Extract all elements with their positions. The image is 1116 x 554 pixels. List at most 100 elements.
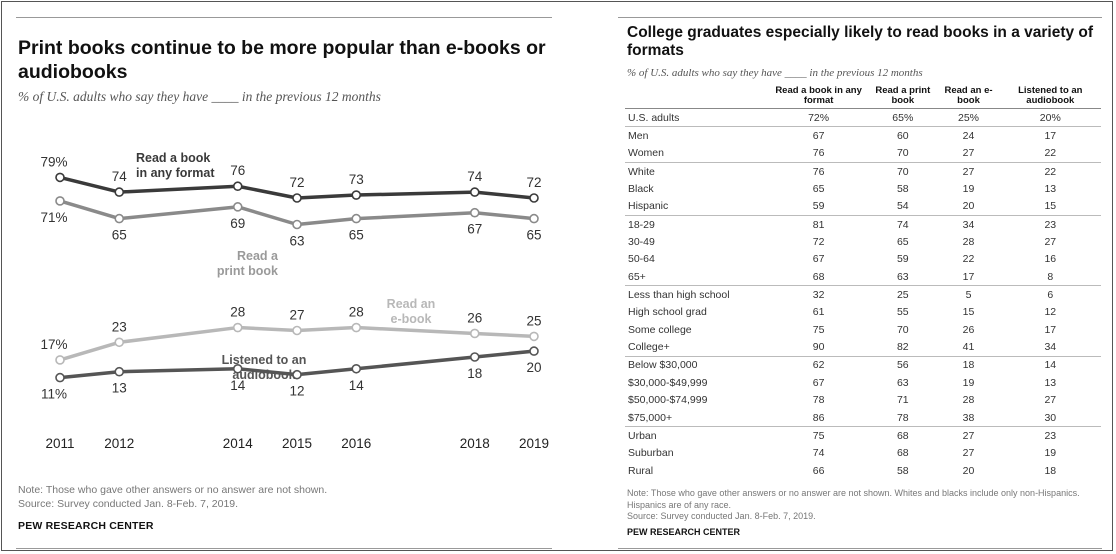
- cell-value: 18: [1044, 464, 1057, 477]
- x-tick-label: 2011: [45, 436, 74, 451]
- cell-value: 27: [1044, 394, 1057, 407]
- data-label-print-book: 67: [467, 222, 482, 237]
- data-point-audiobook: [529, 346, 539, 356]
- table-row: Suburban 74 68 27 19: [625, 445, 1101, 462]
- cell-value: 61: [812, 306, 825, 319]
- data-label-any-format: 72: [526, 175, 541, 190]
- data-point-e-book: [529, 331, 539, 342]
- table-row: Less than high school 32 25 5 6: [625, 285, 1101, 304]
- table-row: 18-29 81 74 34 23: [625, 215, 1101, 234]
- data-point-e-book: [292, 325, 302, 336]
- data-label-print-book: 65: [526, 228, 541, 243]
- data-point-audiobook: [232, 363, 243, 374]
- cell-value: 13: [1044, 183, 1057, 196]
- bottom-divider: [16, 548, 552, 549]
- cell-value: 32: [769, 285, 869, 304]
- cell-value: 74: [868, 215, 938, 234]
- data-label-any-format: 74: [112, 169, 128, 184]
- cell-value: 76: [812, 147, 825, 160]
- data-label-e-book: 23: [112, 319, 127, 334]
- chart-notes: Note: Those who gave other answers or no…: [18, 483, 327, 511]
- data-label-print-book: 69: [230, 216, 245, 231]
- cell-value: 19: [1044, 447, 1057, 460]
- cell-value: 60: [868, 126, 938, 145]
- cell-value: 38: [962, 411, 975, 424]
- table-row: College+ 90 82 41 34: [625, 338, 1101, 356]
- cell-value: 59: [812, 200, 825, 213]
- cell-value: 75: [769, 426, 869, 445]
- cell-value: 18: [937, 355, 1000, 375]
- chart-subtitle: % of U.S. adults who say they have ____ …: [18, 89, 381, 104]
- table-title: College graduates especially likely to r…: [627, 24, 1094, 59]
- data-point-print-book: [469, 207, 480, 218]
- cell-value: 74: [812, 447, 825, 460]
- x-tick-label: 2019: [519, 436, 549, 451]
- data-point-print-book: [529, 213, 539, 224]
- cell-value: 24: [937, 126, 1000, 145]
- row-label: Urban: [625, 426, 769, 445]
- cell-value: 20: [962, 464, 975, 477]
- row-label: U.S. adults: [625, 107, 769, 127]
- data-label-any-format: 79%: [40, 154, 67, 169]
- data-point-e-book: [114, 337, 125, 348]
- data-point-print-book: [55, 196, 65, 206]
- cell-value: 63: [896, 270, 909, 283]
- table-row: Men 67 60 24 17: [625, 126, 1101, 145]
- data-point-print-book: [292, 219, 302, 230]
- cell-value: 68: [812, 270, 825, 283]
- row-label: 30-49: [628, 236, 655, 249]
- cell-value: 56: [868, 355, 938, 375]
- cell-value: 15: [1044, 200, 1057, 213]
- cell-value: 67: [812, 253, 825, 266]
- cell-value: 34: [937, 215, 1000, 234]
- cell-value: 68: [896, 447, 909, 460]
- cell-value: 27: [1044, 236, 1057, 249]
- chart-title: Print books continue to be more popular …: [18, 37, 546, 83]
- series-label-audiobook: Listened to an audiobook: [222, 353, 307, 382]
- data-point-e-book: [232, 322, 243, 333]
- data-label-audiobook: 20: [526, 360, 541, 375]
- row-label: Hispanic: [628, 200, 669, 213]
- cell-value: 78: [812, 394, 825, 407]
- cell-value: 82: [896, 341, 909, 354]
- cell-value: 70: [868, 162, 938, 181]
- cell-value: 22: [999, 162, 1101, 181]
- data-label-e-book: 28: [349, 305, 364, 320]
- data-label-audiobook: 12: [289, 384, 304, 399]
- data-point-print-book: [114, 213, 125, 224]
- cell-value: 20: [962, 200, 975, 213]
- data-label-any-format: 73: [349, 172, 364, 187]
- data-label-any-format: 76: [230, 163, 245, 178]
- data-label-print-book: 65: [112, 228, 127, 243]
- data-label-print-book: 71%: [40, 210, 67, 225]
- table-header-print-book: Read a print book: [875, 85, 931, 106]
- data-label-e-book: 25: [526, 313, 541, 328]
- data-label-e-book: 27: [289, 308, 304, 323]
- data-point-audiobook: [55, 372, 65, 383]
- table-row: 50-64 67 59 22 16: [625, 251, 1101, 268]
- cell-value: 14: [999, 355, 1101, 375]
- data-point-any-format: [232, 181, 243, 192]
- cell-value: 25%: [937, 107, 1000, 127]
- cell-value: 54: [896, 200, 909, 213]
- table-source: Source: Survey conducted Jan. 8-Feb. 7, …: [627, 511, 816, 521]
- cell-value: 71: [896, 394, 909, 407]
- table-row: 65+ 68 63 17 8: [625, 268, 1101, 286]
- table-row: $75,000+ 86 78 38 30: [625, 409, 1101, 427]
- cell-value: 72%: [769, 107, 869, 127]
- data-label-e-book: 26: [467, 310, 482, 325]
- data-point-any-format: [351, 190, 362, 200]
- table-row: $30,000-$49,999 67 63 19 13: [625, 374, 1101, 391]
- data-point-e-book: [469, 328, 480, 339]
- cell-value: 6: [999, 285, 1101, 304]
- cell-value: 58: [896, 183, 909, 196]
- cell-value: 76: [769, 162, 869, 181]
- table-header-row: Read a book in any format Read a print b…: [625, 84, 1101, 109]
- cell-value: 27: [962, 447, 975, 460]
- data-point-any-format: [114, 187, 125, 197]
- cell-value: 58: [896, 464, 909, 477]
- table-row: Some college 75 70 26 17: [625, 321, 1101, 338]
- row-label: $50,000-$74,999: [628, 394, 708, 407]
- data-label-audiobook: 13: [112, 381, 127, 396]
- table-row: Rural 66 58 20 18: [625, 462, 1101, 479]
